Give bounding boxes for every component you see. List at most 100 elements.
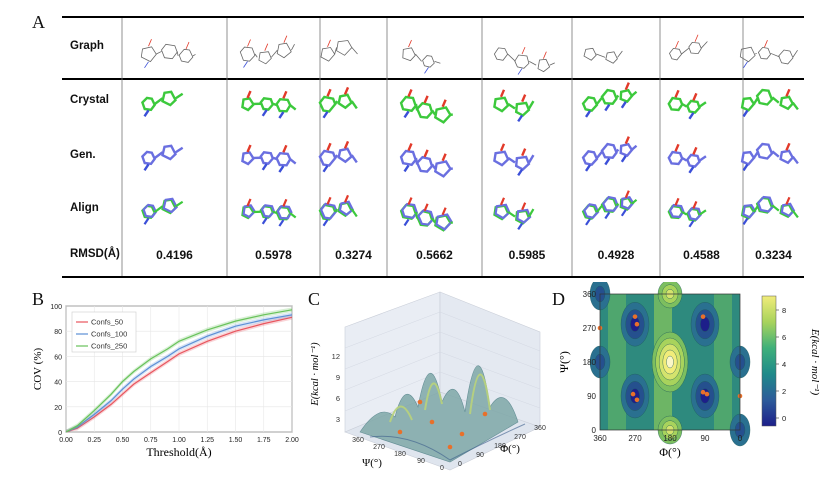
substituent-bond xyxy=(247,39,251,47)
series-band xyxy=(66,312,292,432)
substituent-bond xyxy=(243,61,248,68)
ring-bond-overlay xyxy=(260,204,276,218)
chain-bond xyxy=(549,62,555,66)
ring-bond xyxy=(141,204,156,219)
ring-bond-overlay xyxy=(601,195,619,212)
ring-bond xyxy=(779,95,795,111)
substituent-bond xyxy=(278,111,285,119)
rmsd-value: 0.3234 xyxy=(755,248,792,262)
ring-bond xyxy=(685,99,701,114)
colorbar-tick-label: 2 xyxy=(782,387,786,396)
panel-label-c: C xyxy=(308,289,321,309)
substituent-bond xyxy=(692,200,698,209)
generated-molecule xyxy=(241,144,297,173)
substituent-bond xyxy=(423,203,429,212)
x-tick-label: 180 xyxy=(663,434,677,443)
x-tick-label: 0.50 xyxy=(116,437,130,444)
colorbar-tick-label: 0 xyxy=(782,414,786,423)
chain-bond xyxy=(289,104,297,111)
minimum-point xyxy=(632,314,638,319)
substituent-bond xyxy=(322,165,329,173)
substituent-bond xyxy=(624,136,630,145)
molecule-comparison-table: Graph Crystal Gen. Align RMSD(Å) 0.4196 0… xyxy=(62,16,804,278)
ring-bond xyxy=(493,47,509,61)
y-tick-label: 90 xyxy=(587,392,596,401)
ring-bond xyxy=(755,88,774,106)
ring-bond xyxy=(318,149,337,167)
ring-bond xyxy=(740,96,756,112)
series-line xyxy=(65,309,293,433)
rmsd-value: 0.5662 xyxy=(416,248,453,262)
substituent-bond xyxy=(246,90,252,99)
chain-bond xyxy=(615,94,620,99)
generated-molecule xyxy=(667,143,707,174)
chain-bond xyxy=(507,157,516,164)
z-tick-label: 12 xyxy=(332,352,340,361)
wall-gridline xyxy=(344,331,441,370)
chain-bond xyxy=(192,54,196,57)
substituent-bond xyxy=(517,114,524,123)
substituent-bond xyxy=(675,40,679,49)
x-tick-label: 1.25 xyxy=(200,437,214,444)
colorbar-tick-label: 8 xyxy=(782,306,786,315)
ring-bond-overlay xyxy=(668,203,685,219)
substituent-bond xyxy=(785,196,791,205)
substituent-bond xyxy=(517,222,524,231)
ring-bond xyxy=(161,90,177,107)
chain-bond xyxy=(698,209,707,216)
ring-bond xyxy=(415,101,434,119)
ring-bond xyxy=(619,88,634,104)
substituent-bond xyxy=(624,190,630,199)
chain-bond xyxy=(529,61,537,66)
ring-bond xyxy=(779,149,795,165)
aligned-molecule xyxy=(141,197,184,225)
chain-bond xyxy=(175,92,184,100)
graph-molecule xyxy=(402,39,441,74)
y-tick-label: 80 xyxy=(54,329,62,336)
ring-bond xyxy=(685,153,701,168)
psi-tick-label: 90 xyxy=(417,458,425,465)
ring-bond xyxy=(422,55,435,68)
phi-tick-label: 0 xyxy=(458,461,462,468)
minimum-point xyxy=(704,391,710,397)
chain-bond xyxy=(431,163,437,170)
crystal-molecule xyxy=(241,90,297,119)
series-line xyxy=(65,314,293,433)
chain-bond xyxy=(698,101,707,108)
ring-bond-overlay xyxy=(276,205,293,220)
table-bottom-rule xyxy=(62,276,804,278)
colorbar-label: E(kcal · mol⁻¹) xyxy=(809,328,821,396)
substituent-bond xyxy=(144,61,149,69)
ring-bond xyxy=(318,203,337,221)
ring-bond xyxy=(740,150,756,166)
y-axis-label: Ψ(°) xyxy=(557,351,571,373)
ring-bond xyxy=(755,196,774,214)
substituent-bond xyxy=(278,219,285,227)
chain-bond xyxy=(528,154,535,164)
chain-bond xyxy=(631,90,638,97)
row-label-rmsd: RMSD(Å) xyxy=(70,248,120,260)
minimum-point xyxy=(459,431,465,437)
y-tick-label: 180 xyxy=(583,358,597,367)
chain-bond xyxy=(596,204,604,213)
x-axis-label: Threshold(Å) xyxy=(146,445,211,459)
chain-bond xyxy=(350,208,358,218)
substituent-bond xyxy=(403,164,410,173)
table-header-rule xyxy=(62,78,804,80)
substituent-bond xyxy=(521,46,526,55)
y-tick-label: 60 xyxy=(54,354,62,361)
psi-axis-label: Ψ(°) xyxy=(362,457,382,469)
energy-maximum xyxy=(666,355,674,369)
substituent-bond xyxy=(674,197,680,206)
chain-bond xyxy=(681,156,688,162)
substituent-bond xyxy=(283,35,288,43)
chain-bond xyxy=(254,53,258,58)
rmsd-value: 0.3274 xyxy=(335,248,372,262)
chain-bond xyxy=(528,100,535,110)
aligned-molecule xyxy=(740,195,799,226)
energy-surface-3d: 3 6 9 12 E(kcal · mol⁻¹) 360 270 180 90 0 0 90 180 27… xyxy=(300,282,550,472)
aligned-molecule xyxy=(318,194,358,227)
wall-gridline xyxy=(439,331,541,371)
ring-bond-overlay xyxy=(319,202,338,220)
chain-bond xyxy=(507,211,516,218)
